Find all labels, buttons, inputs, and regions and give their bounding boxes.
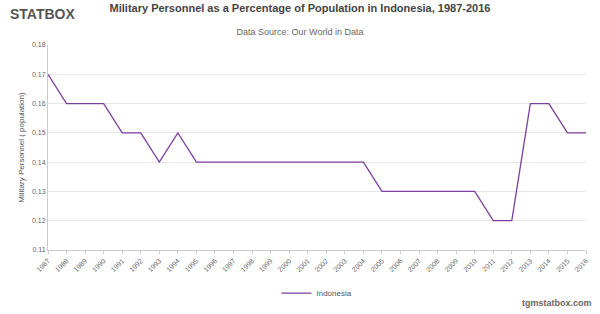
svg-text:1989: 1989 — [72, 257, 88, 273]
svg-text:0.15: 0.15 — [32, 129, 46, 136]
svg-text:2005: 2005 — [369, 257, 385, 273]
svg-text:1999: 1999 — [258, 257, 274, 273]
svg-text:1997: 1997 — [221, 257, 237, 273]
svg-text:0.12: 0.12 — [32, 217, 46, 224]
svg-text:2004: 2004 — [351, 257, 367, 273]
svg-text:2012: 2012 — [499, 257, 515, 273]
svg-text:2009: 2009 — [443, 257, 459, 273]
svg-text:0.13: 0.13 — [32, 188, 46, 195]
svg-text:2011: 2011 — [481, 257, 497, 273]
svg-text:1993: 1993 — [147, 257, 163, 273]
svg-text:2013: 2013 — [518, 257, 534, 273]
svg-text:2008: 2008 — [425, 257, 441, 273]
svg-text:2003: 2003 — [332, 257, 348, 273]
svg-text:Indonesia: Indonesia — [317, 289, 352, 298]
svg-text:2016: 2016 — [573, 257, 589, 273]
svg-text:0.17: 0.17 — [32, 71, 46, 78]
svg-text:0.16: 0.16 — [32, 100, 46, 107]
svg-text:2014: 2014 — [536, 257, 552, 273]
svg-text:2002: 2002 — [313, 257, 329, 273]
svg-text:2015: 2015 — [555, 257, 571, 273]
svg-text:1996: 1996 — [202, 257, 218, 273]
svg-text:2010: 2010 — [462, 257, 478, 273]
svg-text:tgmstatbox.com: tgmstatbox.com — [522, 298, 592, 308]
svg-text:1988: 1988 — [54, 257, 70, 273]
svg-text:Military Personnel ( populatio: Military Personnel ( population) — [17, 92, 26, 203]
svg-text:Data Source: Our World in Data: Data Source: Our World in Data — [237, 27, 364, 37]
svg-text:Military Personnel as a Percen: Military Personnel as a Percentage of Po… — [110, 2, 491, 14]
svg-text:0.14: 0.14 — [32, 159, 46, 166]
svg-text:1987: 1987 — [35, 257, 51, 273]
svg-text:1990: 1990 — [91, 257, 107, 273]
svg-text:1994: 1994 — [165, 257, 181, 273]
svg-text:0.18: 0.18 — [32, 41, 46, 48]
svg-text:1998: 1998 — [239, 257, 255, 273]
svg-text:2007: 2007 — [406, 257, 422, 273]
svg-text:0.11: 0.11 — [32, 246, 45, 253]
svg-text:1991: 1991 — [109, 257, 125, 273]
svg-text:1992: 1992 — [128, 257, 144, 273]
svg-text:2006: 2006 — [388, 257, 404, 273]
svg-text:1995: 1995 — [184, 257, 200, 273]
svg-text:2001: 2001 — [295, 257, 311, 273]
svg-text:2000: 2000 — [276, 257, 292, 273]
svg-text:STATBOX: STATBOX — [10, 6, 75, 22]
